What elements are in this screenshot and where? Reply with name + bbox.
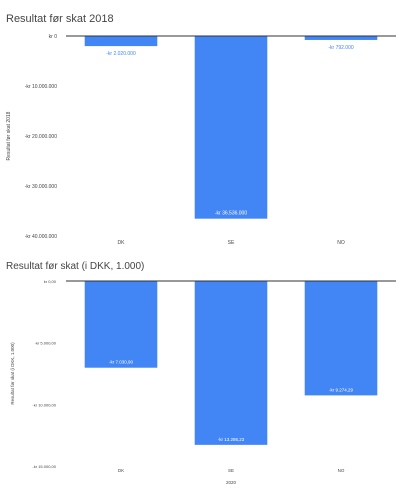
chart-2-y-tick-label: -kr 10.000,00 <box>32 402 56 407</box>
chart-1-bar-dk <box>84 36 158 47</box>
chart-1-y-tick-label: -kr 10.000.000 <box>25 84 57 90</box>
chart-1-title: Resultat før skat 2018 <box>6 13 114 25</box>
chart-2-y-axis-label: Resultat før skat (i DKK, 1.000) <box>10 342 15 405</box>
chart-2-y-tick-label: kr 0,00 <box>44 279 57 284</box>
chart-1-data-label: -kr 792.000 <box>328 45 354 51</box>
chart-2-bar-dk <box>84 281 158 368</box>
chart-1-category-label: SE <box>228 240 235 246</box>
chart-1-category-label: DK <box>118 240 126 246</box>
chart-2-bar-no <box>304 281 378 396</box>
chart-1-bar-no <box>304 36 378 40</box>
chart-2-category-label: SE <box>228 468 234 473</box>
chart-1-data-label: -kr 36.536.000 <box>215 211 247 217</box>
chart-2-data-label: -kr 13.286,23 <box>218 437 245 442</box>
chart-1-y-axis-label: Resultat før skat 2018 <box>6 111 12 160</box>
chart-1-y-tick-label: -kr 20.000.000 <box>25 134 57 140</box>
chart-1-y-tick-label: -kr 30.000.000 <box>25 184 57 190</box>
chart-2-data-label: -kr 7.030,90 <box>109 360 134 365</box>
chart-1-y-tick-label: kr 0 <box>49 34 58 40</box>
chart-2-bar-se <box>194 281 268 445</box>
chart-2-data-label: -kr 9.274,29 <box>329 387 354 392</box>
chart-1-bar-se <box>194 36 268 219</box>
chart-2-y-tick-label: -kr 15.000,00 <box>32 464 56 469</box>
chart-2-title: Resultat før skat (i DKK, 1.000) <box>6 261 144 272</box>
chart-2-y-tick-label: -kr 5.000,00 <box>35 341 57 346</box>
chart-1-y-tick-label: -kr 40.000.000 <box>25 234 57 240</box>
chart-1: Resultat før skat 2018 kr 0 -kr 10.000.000… <box>6 13 396 246</box>
chart-1-category-label: NO <box>337 240 345 246</box>
chart-2-category-label: DK <box>118 468 124 473</box>
chart-2: Resultat før skat (i DKK, 1.000) kr 0,00 -… <box>6 261 396 485</box>
chart-2-x-axis-label: 2020 <box>226 480 237 485</box>
chart-1-data-label: -kr 2.020.000 <box>106 51 136 57</box>
chart-2-category-label: NO <box>338 468 345 473</box>
